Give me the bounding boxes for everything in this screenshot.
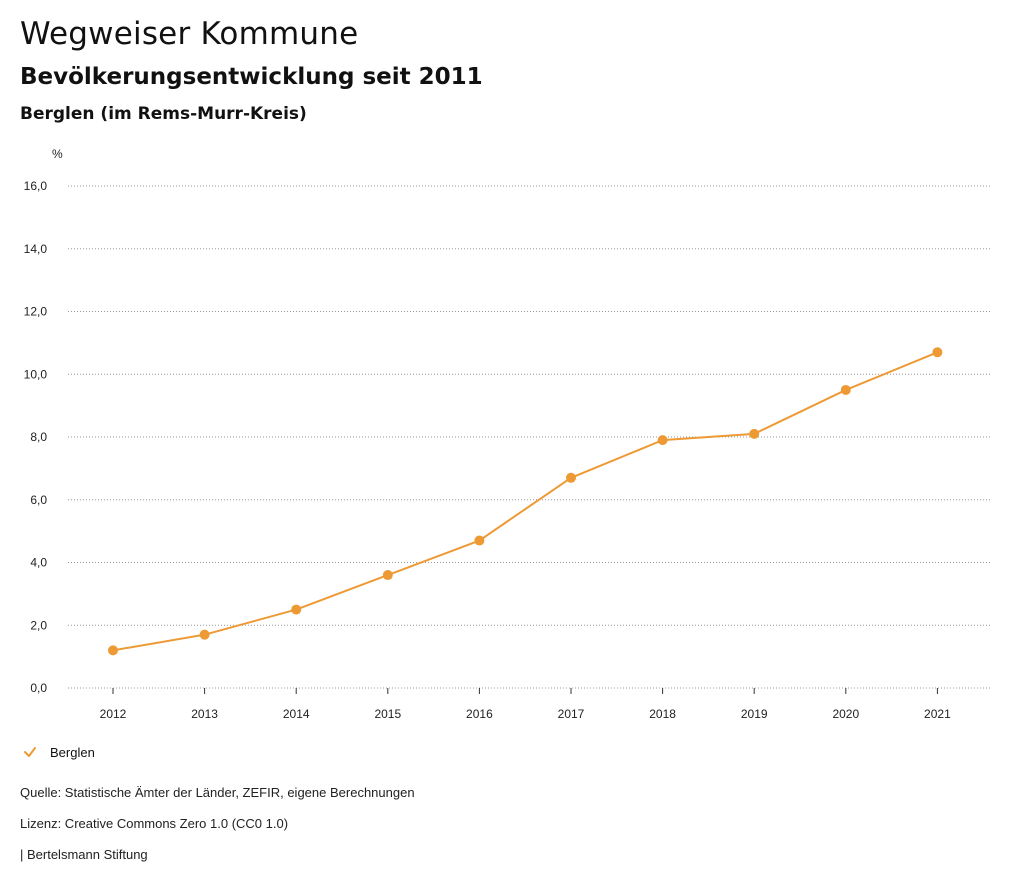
legend-label-berglen: Berglen bbox=[50, 744, 95, 760]
data-point[interactable] bbox=[749, 428, 760, 439]
y-tick-label: 8,0 bbox=[30, 430, 47, 444]
grid-layer bbox=[68, 185, 990, 689]
x-tick-label: 2017 bbox=[558, 707, 585, 721]
data-point[interactable] bbox=[840, 384, 851, 395]
y-tick-label: 6,0 bbox=[30, 493, 47, 507]
page-title: Wegweiser Kommune bbox=[20, 16, 359, 52]
y-tick-label: 16,0 bbox=[24, 179, 48, 193]
y-tick-label: 4,0 bbox=[30, 556, 47, 570]
publisher-note: | Bertelsmann Stiftung bbox=[20, 847, 148, 862]
checkmark-icon bbox=[24, 747, 36, 757]
x-tick-label: 2015 bbox=[374, 707, 401, 721]
y-tick-label: 10,0 bbox=[24, 367, 48, 381]
data-point[interactable] bbox=[566, 472, 576, 483]
data-point[interactable] bbox=[474, 535, 485, 546]
series-layer bbox=[108, 347, 943, 656]
x-tick-label: 2018 bbox=[649, 707, 676, 721]
data-point[interactable] bbox=[199, 629, 210, 640]
x-tick-label: 2013 bbox=[191, 707, 218, 721]
data-point[interactable] bbox=[291, 604, 302, 615]
line-chart: % 0,0 2,0 4,0 6,0 8,0 10,0 12,0 14,0 16,0 2012 201… bbox=[24, 147, 990, 721]
data-point[interactable] bbox=[932, 347, 943, 358]
legend[interactable]: Berglen bbox=[22, 744, 95, 760]
license-note: Lizenz: Creative Commons Zero 1.0 (CC0 1… bbox=[20, 816, 289, 831]
x-tick-label: 2016 bbox=[466, 707, 493, 721]
x-tick-label: 2020 bbox=[832, 707, 859, 721]
data-point[interactable] bbox=[108, 645, 118, 656]
source-note: Quelle: Statistische Ämter der Länder, Z… bbox=[20, 785, 415, 800]
axis-layer: 0,0 2,0 4,0 6,0 8,0 10,0 12,0 14,0 16,0 2012 2013 2… bbox=[24, 179, 951, 721]
data-point[interactable] bbox=[382, 570, 393, 581]
series-line-berglen bbox=[112, 351, 938, 652]
x-tick-label: 2021 bbox=[924, 707, 951, 721]
y-tick-label: 2,0 bbox=[30, 618, 47, 632]
y-tick-label: 12,0 bbox=[24, 305, 48, 319]
y-axis-unit: % bbox=[52, 147, 63, 161]
y-tick-label: 0,0 bbox=[30, 681, 47, 695]
chart-subtitle: Bevölkerungsentwicklung seit 2011 bbox=[20, 64, 483, 90]
x-tick-label: 2014 bbox=[283, 707, 310, 721]
x-tick-label: 2012 bbox=[100, 707, 127, 721]
x-tick-label: 2019 bbox=[741, 707, 768, 721]
region-label: Berglen (im Rems-Murr-Kreis) bbox=[20, 104, 307, 124]
data-point[interactable] bbox=[657, 435, 668, 446]
y-tick-label: 14,0 bbox=[24, 242, 48, 256]
